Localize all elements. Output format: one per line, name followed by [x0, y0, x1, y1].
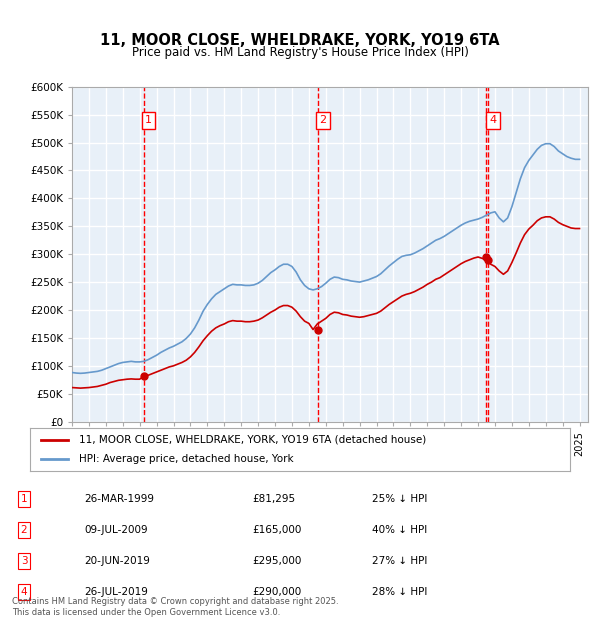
- Text: 20-JUN-2019: 20-JUN-2019: [84, 556, 150, 566]
- Text: 27% ↓ HPI: 27% ↓ HPI: [372, 556, 427, 566]
- Text: 25% ↓ HPI: 25% ↓ HPI: [372, 494, 427, 504]
- Text: 11, MOOR CLOSE, WHELDRAKE, YORK, YO19 6TA (detached house): 11, MOOR CLOSE, WHELDRAKE, YORK, YO19 6T…: [79, 435, 426, 445]
- Text: £165,000: £165,000: [252, 525, 301, 535]
- Text: 1: 1: [145, 115, 152, 125]
- Text: 40% ↓ HPI: 40% ↓ HPI: [372, 525, 427, 535]
- Text: 2: 2: [319, 115, 326, 125]
- Text: 28% ↓ HPI: 28% ↓ HPI: [372, 587, 427, 597]
- Text: £290,000: £290,000: [252, 587, 301, 597]
- Text: 1: 1: [20, 494, 28, 504]
- Text: 09-JUL-2009: 09-JUL-2009: [84, 525, 148, 535]
- Text: 4: 4: [20, 587, 28, 597]
- Text: 4: 4: [489, 115, 496, 125]
- Text: HPI: Average price, detached house, York: HPI: Average price, detached house, York: [79, 454, 293, 464]
- Text: Contains HM Land Registry data © Crown copyright and database right 2025.
This d: Contains HM Land Registry data © Crown c…: [12, 598, 338, 617]
- Text: 26-JUL-2019: 26-JUL-2019: [84, 587, 148, 597]
- Text: 2: 2: [20, 525, 28, 535]
- Text: £295,000: £295,000: [252, 556, 301, 566]
- Text: 26-MAR-1999: 26-MAR-1999: [84, 494, 154, 504]
- Text: 3: 3: [20, 556, 28, 566]
- Text: Price paid vs. HM Land Registry's House Price Index (HPI): Price paid vs. HM Land Registry's House …: [131, 46, 469, 59]
- Text: 11, MOOR CLOSE, WHELDRAKE, YORK, YO19 6TA: 11, MOOR CLOSE, WHELDRAKE, YORK, YO19 6T…: [100, 33, 500, 48]
- Text: £81,295: £81,295: [252, 494, 295, 504]
